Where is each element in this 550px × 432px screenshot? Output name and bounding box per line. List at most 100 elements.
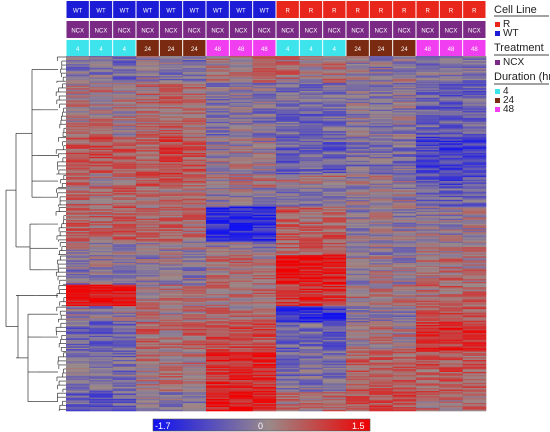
heatmap-cell <box>229 276 253 279</box>
heatmap-cell <box>229 265 253 268</box>
heatmap-cell <box>229 220 253 222</box>
heatmap-cell <box>89 194 113 197</box>
heatmap-cell <box>112 60 137 62</box>
heatmap-cell <box>416 273 440 276</box>
heatmap-cell <box>252 304 277 307</box>
heatmap-cell <box>299 285 323 288</box>
heatmap-cell <box>369 68 393 70</box>
heatmap-cell <box>416 201 440 203</box>
heatmap-cell <box>252 179 277 182</box>
heatmap-cell <box>462 311 487 314</box>
heatmap-cell <box>182 341 207 343</box>
heatmap-cell <box>369 298 393 300</box>
heatmap-cell <box>416 187 440 190</box>
heatmap-cell <box>252 135 277 137</box>
heatmap-cell <box>322 250 347 253</box>
heatmap-cell <box>159 107 183 109</box>
heatmap-cell <box>206 255 230 257</box>
heatmap-cell <box>206 85 230 88</box>
heatmap-cell <box>206 58 230 61</box>
heatmap-cell <box>252 345 277 347</box>
heatmap-cell <box>462 402 487 405</box>
heatmap-cell <box>89 308 113 311</box>
heatmap-cell <box>346 394 370 397</box>
heatmap-cell <box>299 265 323 268</box>
heatmap-cell <box>159 392 183 394</box>
heatmap-cell <box>369 328 393 331</box>
heatmap-cell <box>229 264 253 267</box>
heatmap-cell <box>89 358 113 361</box>
heatmap-cell <box>136 381 160 384</box>
heatmap-cell <box>299 319 323 322</box>
heatmap-cell <box>112 197 137 199</box>
heatmap-cell <box>322 209 347 211</box>
heatmap-cell <box>462 294 487 296</box>
treatment-cell-label: NCX <box>165 29 178 35</box>
heatmap-cell <box>462 76 487 78</box>
heatmap-cell <box>66 131 90 133</box>
heatmap-cell <box>136 238 160 241</box>
heatmap-cell <box>369 314 393 316</box>
heatmap-cell <box>182 80 207 82</box>
heatmap-cell <box>392 363 417 366</box>
heatmap-cell <box>182 232 207 234</box>
heatmap-cell <box>136 129 160 132</box>
heatmap-cell <box>66 381 90 384</box>
heatmap-cell <box>369 105 393 108</box>
heatmap-cell <box>322 156 347 159</box>
heatmap-cell <box>392 117 417 120</box>
heatmap-cell <box>369 140 393 143</box>
heatmap-cell <box>346 232 370 234</box>
heatmap-cell <box>206 334 230 336</box>
heatmap-cell <box>439 322 463 324</box>
heatmap-cell <box>392 370 417 373</box>
heatmap-cell <box>66 283 90 285</box>
heatmap-cell <box>276 376 300 378</box>
heatmap-cell <box>112 357 137 359</box>
heatmap-cell <box>369 365 393 367</box>
heatmap-cell <box>439 96 463 98</box>
heatmap-cell <box>416 268 440 271</box>
heatmap-cell <box>369 150 393 152</box>
heatmap-cell <box>182 287 207 289</box>
heatmap-cell <box>182 198 207 201</box>
heatmap-cell <box>89 314 113 316</box>
heatmap-cell <box>159 85 183 88</box>
heatmap-cell <box>299 404 323 406</box>
heatmap-cell <box>112 257 137 260</box>
heatmap-cell <box>182 151 207 154</box>
heatmap-cell <box>159 240 183 242</box>
heatmap-cell <box>89 350 113 353</box>
heatmap-cell <box>346 120 370 123</box>
heatmap-cell <box>439 162 463 164</box>
heatmap-cell <box>229 295 253 298</box>
heatmap-cell <box>89 267 113 269</box>
heatmap-cell <box>392 367 417 370</box>
heatmap-cell <box>369 302 393 304</box>
heatmap-cell <box>416 294 440 296</box>
heatmap-cell <box>346 374 370 377</box>
heatmap-cell <box>66 253 90 256</box>
heatmap-cell <box>439 163 463 166</box>
heatmap-cell <box>89 140 113 143</box>
heatmap-cell <box>322 94 347 97</box>
heatmap-cell <box>322 181 347 183</box>
heatmap-cell <box>229 108 253 111</box>
heatmap-cell <box>299 345 323 347</box>
heatmap-cell <box>346 358 370 361</box>
heatmap-cell <box>136 355 160 358</box>
heatmap-cell <box>322 303 347 306</box>
heatmap-cell <box>462 326 487 328</box>
heatmap-cell <box>136 273 160 276</box>
heatmap-cell <box>462 312 487 315</box>
duration-cell <box>66 40 89 56</box>
heatmap-cell <box>159 182 183 185</box>
heatmap-cell <box>66 330 90 332</box>
heatmap-cell <box>66 77 90 80</box>
heatmap-cell <box>439 398 463 401</box>
heatmap-cell <box>392 92 417 94</box>
heatmap-cell <box>66 351 90 354</box>
heatmap-cell <box>369 185 393 187</box>
heatmap-cell <box>112 339 137 342</box>
heatmap-cell <box>322 272 347 275</box>
